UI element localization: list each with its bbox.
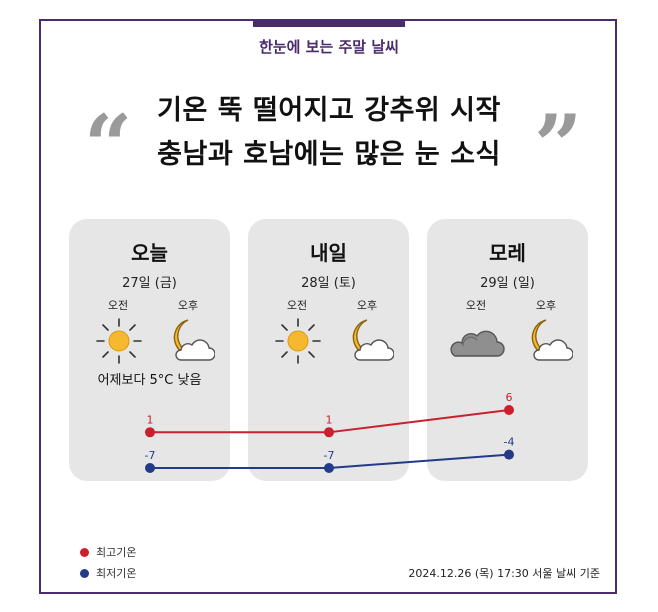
data-label: 6 [506, 391, 513, 404]
headline-line-2: 충남과 호남에는 많은 눈 소식 [157, 139, 501, 170]
am-label: 오전 [465, 299, 487, 312]
legend-low-label: 최저기온 [96, 567, 137, 580]
data-point [145, 463, 155, 473]
close-quote-icon: ” [534, 96, 583, 195]
legend-high: 최고기온 [80, 544, 136, 560]
day-card-today: 오늘 27일 (금) 오전 오후 어제보다 5°C 낮음 [69, 219, 230, 481]
pm-label: 오후 [356, 299, 378, 312]
legend-low: 최저기온 [80, 565, 136, 581]
footnote: 2024.12.26 (목) 17:30 서울 날씨 기준 [408, 567, 600, 580]
am-label: 오전 [107, 299, 129, 312]
data-point [145, 427, 155, 438]
day-name: 내일 [310, 241, 347, 265]
moon-cloud-icon [159, 316, 216, 366]
legend-low-dot [80, 569, 89, 578]
moon-cloud-icon [517, 316, 574, 366]
temperature-note: 어제보다 5°C 낮음 [97, 373, 202, 388]
subtitle: 한눈에 보는 주말 날씨 [259, 38, 399, 56]
data-label: -4 [504, 436, 515, 449]
pm-label: 오후 [177, 299, 199, 312]
top-accent-bar [253, 19, 405, 27]
sun-icon [270, 316, 326, 366]
day-name: 모레 [489, 241, 526, 265]
data-label: -7 [145, 449, 156, 462]
moon-cloud-icon [338, 316, 395, 366]
day-card-day-after: 모레 29일 (일) 오전 오후 [427, 219, 588, 481]
open-quote-icon: “ [84, 96, 133, 195]
day-date: 28일 (토) [301, 276, 356, 291]
headline-line-1: 기온 뚝 떨어지고 강추위 시작 [157, 95, 501, 126]
data-label: 1 [326, 413, 333, 426]
day-date: 29일 (일) [480, 276, 535, 291]
data-label: -7 [324, 449, 335, 462]
data-point [504, 405, 514, 415]
cloud-icon [449, 316, 505, 366]
sun-icon [91, 316, 147, 366]
legend-high-label: 최고기온 [96, 546, 137, 559]
day-card-tomorrow: 내일 28일 (토) 오전 오후 [248, 219, 409, 481]
legend-high-dot [80, 548, 89, 557]
data-point [324, 427, 334, 438]
data-label: 1 [147, 413, 154, 426]
am-label: 오전 [286, 299, 308, 312]
data-point [504, 449, 514, 460]
data-point [324, 463, 334, 473]
day-date: 27일 (금) [122, 276, 177, 291]
pm-label: 오후 [535, 299, 557, 312]
day-name: 오늘 [131, 241, 168, 265]
